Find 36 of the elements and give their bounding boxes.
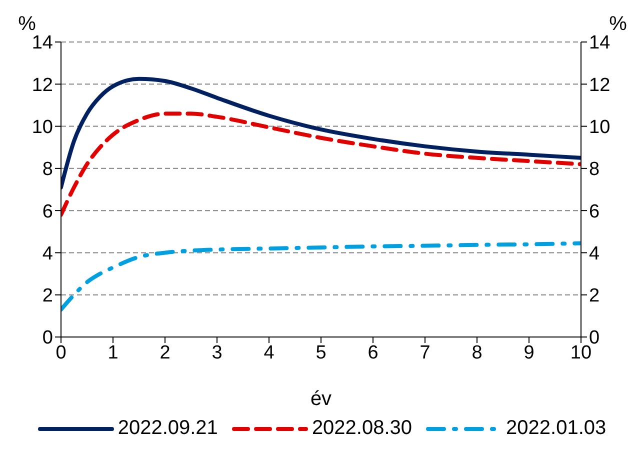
x-tick-label: 8 [472,342,482,364]
y2-tick-label: 6 [589,201,600,222]
x-tick-label: 2 [160,342,170,364]
y2-tick-label: 0 [589,328,600,349]
y-tick-label: 14 [32,32,54,54]
y-tick-label: 2 [42,286,53,307]
x-tick-label: 3 [212,342,222,364]
y-axis-title: % [18,13,36,35]
y-tick-label: 10 [32,117,53,138]
legend-label: 2022.01.03 [506,417,606,440]
y2-tick-label: 4 [589,243,600,264]
legend-label: 2022.09.21 [118,417,218,440]
y2-axis-title: % [609,13,628,35]
y-tick-label: 6 [42,201,53,222]
x-tick-label: 4 [264,342,275,364]
x-tick-label: 5 [316,342,326,364]
legend-label: 2022.08.30 [312,417,412,440]
x-tick-label: 7 [420,342,430,364]
x-tick-label: 9 [524,342,534,364]
line-series [61,241,581,312]
y2-tick-label: 10 [589,117,610,138]
line-series [61,76,581,190]
x-tick-label: 6 [368,342,378,364]
y2-tick-label: 14 [589,32,611,54]
y2-tick-label: 12 [589,74,610,96]
x-tick-label: 0 [56,342,66,364]
x-tick-label: 1 [108,342,118,364]
line-series [61,112,581,217]
y2-tick-label: 8 [589,159,600,180]
y-tick-label: 0 [42,328,53,349]
y-tick-label: 8 [42,159,53,180]
y2-tick-label: 2 [589,286,600,307]
x-axis-title: év [310,388,332,410]
y-tick-label: 4 [42,243,54,264]
x-tick-label: 10 [570,342,592,364]
y-tick-label: 12 [32,74,53,96]
